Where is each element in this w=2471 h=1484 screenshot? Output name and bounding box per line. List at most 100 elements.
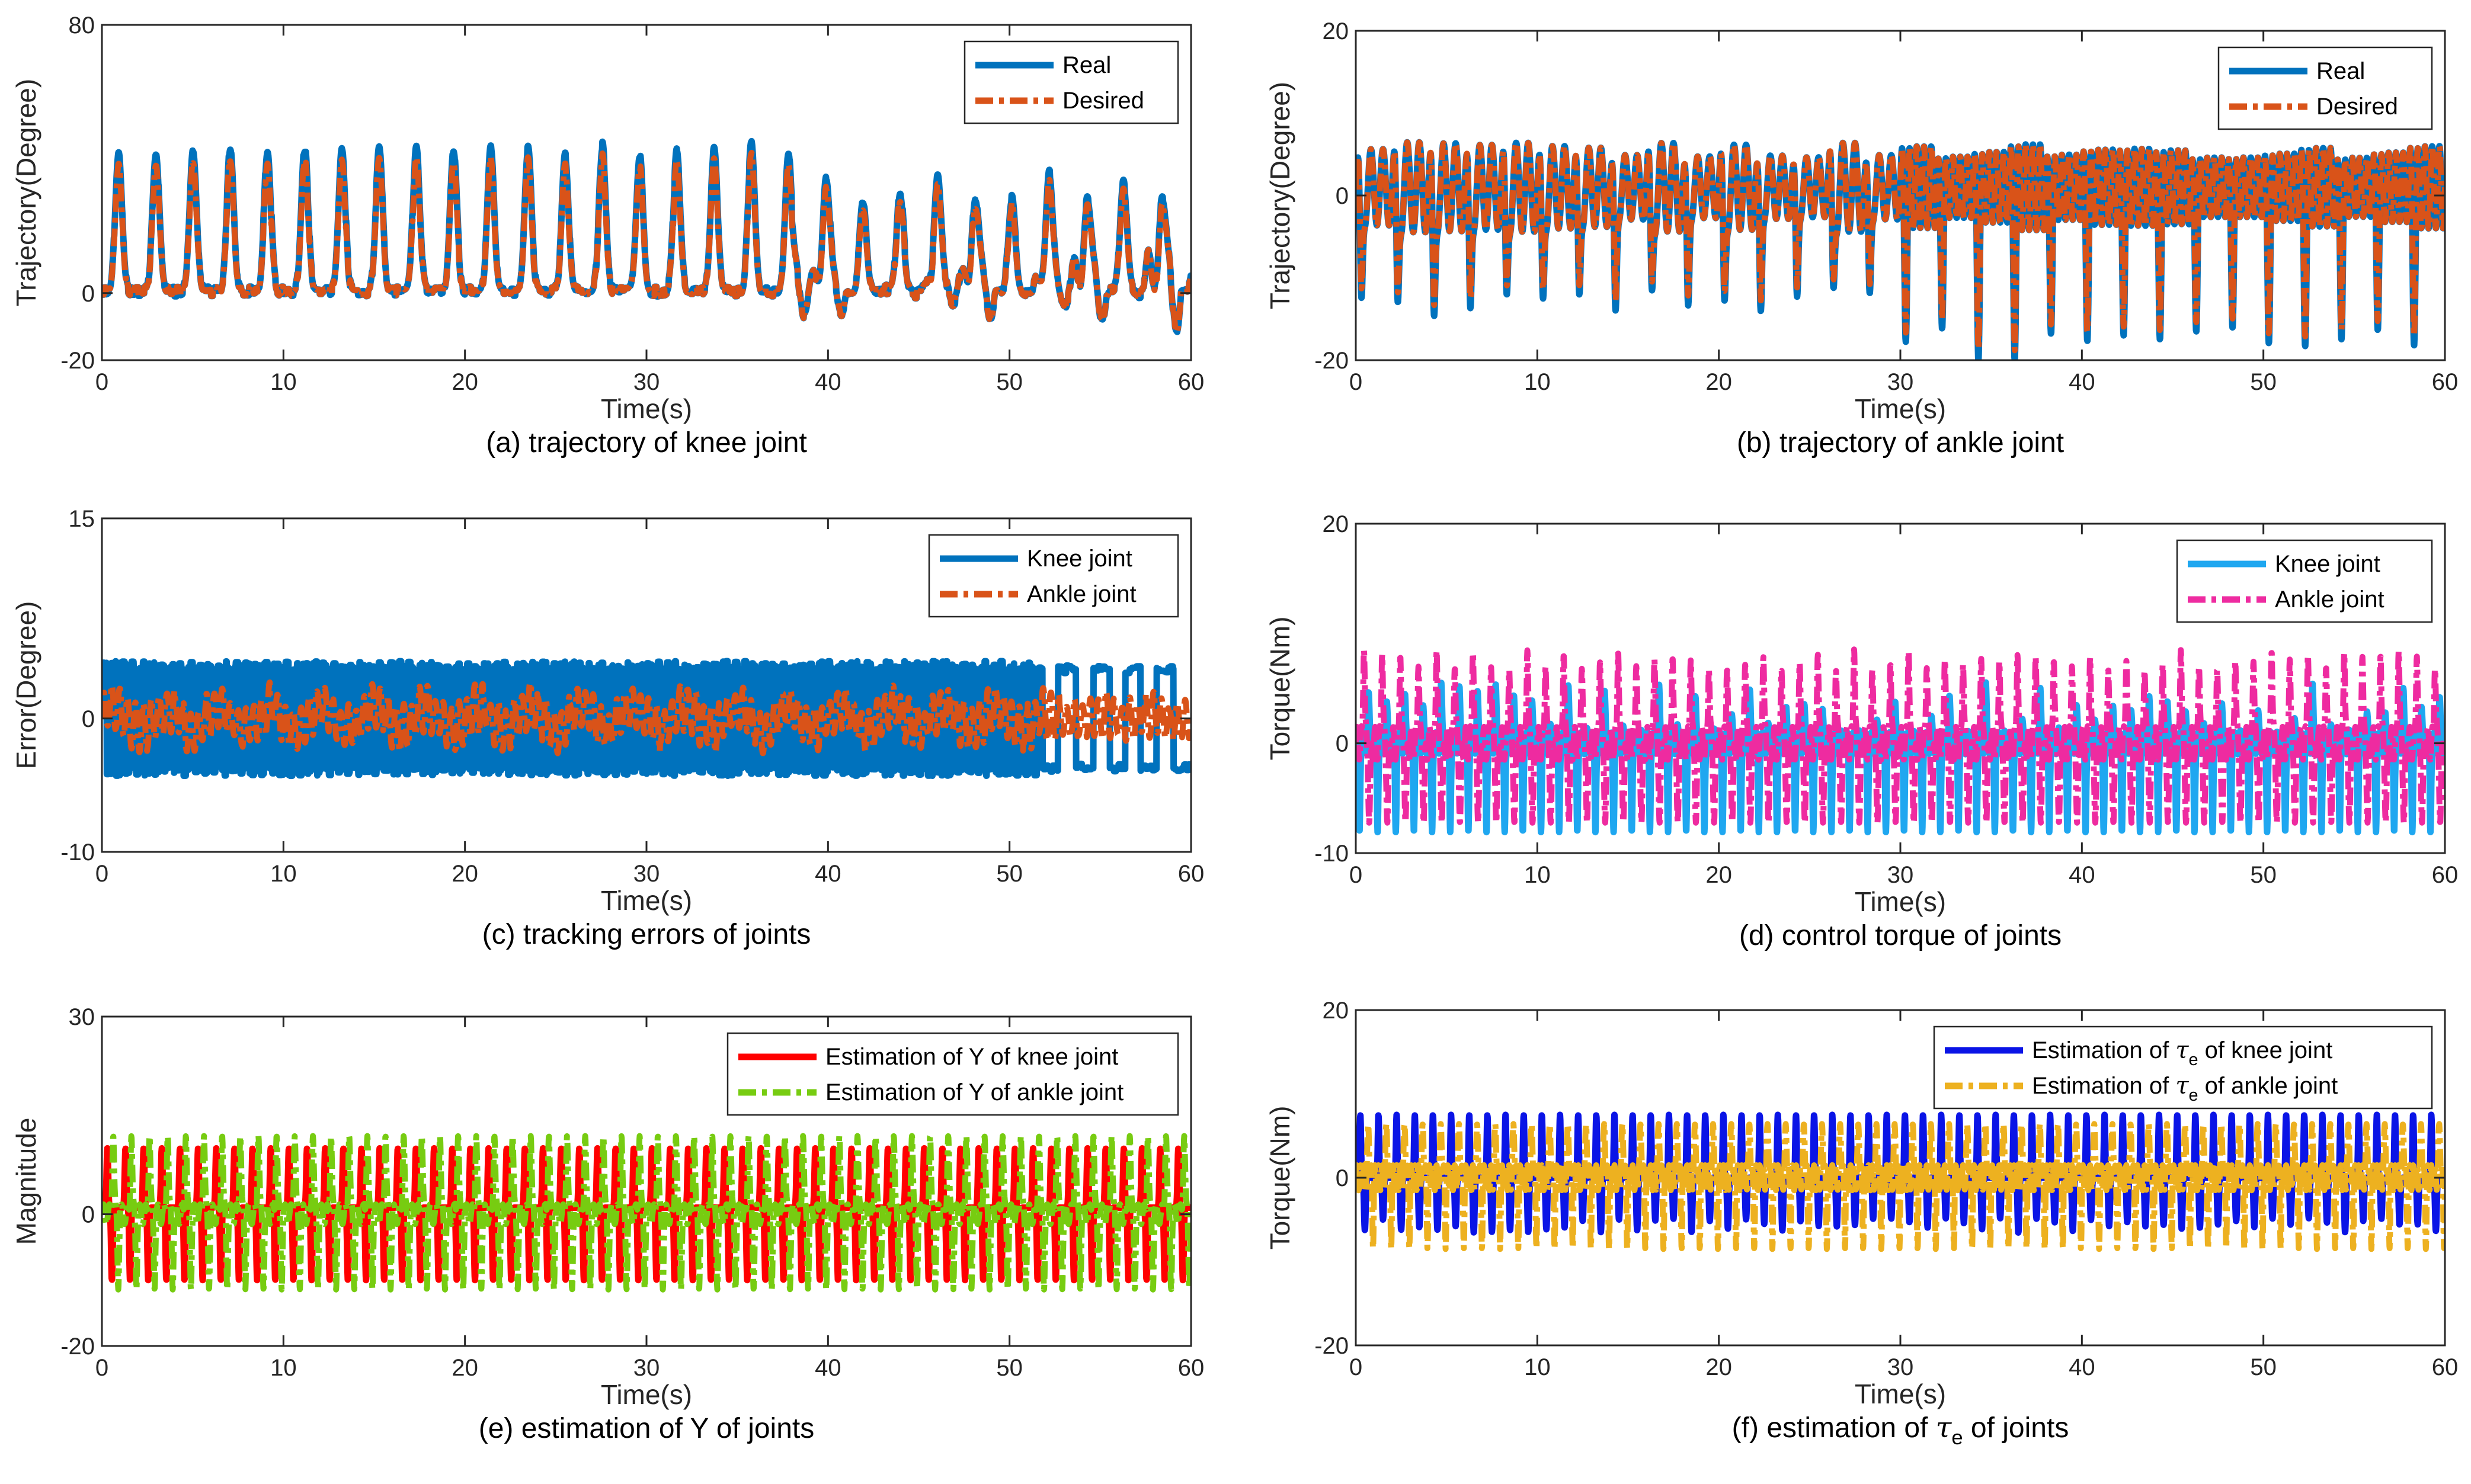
series-line-2 [1356, 646, 2445, 826]
x-tick-label: 10 [270, 861, 297, 887]
x-tick-label: 20 [452, 369, 478, 395]
legend-box [1933, 1025, 2433, 1110]
series-group [102, 658, 1191, 780]
x-tick-label: 40 [2069, 1354, 2095, 1380]
legend: Estimation of Y of knee joint Estimation … [726, 1032, 1179, 1116]
series-line-2 [1356, 139, 2445, 354]
panel-caption: (a) trajectory of knee joint [486, 427, 807, 459]
x-tick-label: 50 [996, 861, 1023, 887]
x-axis-label: Time(s) [601, 1379, 692, 1410]
y-tick-label: 0 [82, 1202, 95, 1228]
x-tick-label: 20 [1705, 862, 1732, 888]
y-tick-label: -20 [1314, 1333, 1349, 1359]
x-tick-label: 30 [633, 369, 660, 395]
panel-caption: (f) estimation of τe of joints [1732, 1411, 2069, 1449]
y-tick-label: -10 [1314, 841, 1349, 867]
legend-label-1: Estimation of Y of knee joint [825, 1044, 1118, 1070]
legend-box [964, 40, 1179, 124]
x-tick-label: 0 [1349, 862, 1362, 888]
panel-caption: (e) estimation of Y of joints [479, 1413, 815, 1444]
series-line-2 [102, 679, 1191, 757]
series-group [1356, 646, 2445, 836]
y-tick-label: 15 [69, 506, 95, 532]
x-tick-label: 50 [2250, 369, 2277, 395]
x-tick-label: 30 [1887, 862, 1914, 888]
legend: Real Desired [964, 40, 1179, 124]
legend-label-1: Knee joint [2275, 551, 2380, 577]
x-tick-label: 50 [2250, 1354, 2277, 1380]
x-tick-label: 10 [270, 1355, 297, 1381]
x-tick-label: 40 [815, 1355, 841, 1381]
x-tick-label: 40 [2069, 862, 2095, 888]
legend-label-2: Desired [1062, 88, 1144, 114]
series-group [1356, 1111, 2445, 1252]
x-tick-label: 0 [95, 1355, 108, 1381]
legend: Real Desired [2217, 46, 2433, 130]
x-tick-label: 10 [1524, 1354, 1551, 1380]
legend-box [2217, 46, 2433, 130]
x-tick-label: 30 [1887, 1354, 1914, 1380]
series-line-2 [102, 150, 1191, 335]
y-tick-label: 0 [1336, 183, 1349, 209]
y-axis-label: Torque(Nm) [1265, 617, 1295, 761]
legend-box [2176, 539, 2433, 623]
legend-box [726, 1032, 1179, 1116]
chart-a: 0 10 20 30 40 50 60-20080Time(s)Trajectory(Deg… [11, 12, 1204, 459]
x-tick-label: 0 [1349, 1354, 1362, 1380]
x-tick-label: 10 [1524, 862, 1551, 888]
y-tick-label: 30 [69, 1004, 95, 1030]
legend-label-2: Estimation of Y of ankle joint [825, 1079, 1124, 1105]
x-tick-label: 60 [1178, 1355, 1205, 1381]
legend-label-2: Desired [2316, 94, 2398, 120]
x-tick-label: 60 [1178, 861, 1205, 887]
panel-caption: (d) control torque of joints [1739, 920, 2062, 951]
y-axis-label: Magnitude [11, 1118, 41, 1245]
series-group [102, 137, 1191, 335]
panel-caption: (b) trajectory of ankle joint [1737, 427, 2064, 459]
chart-c: 0 10 20 30 40 50 60-10015Time(s)Error(Degree)(… [11, 506, 1204, 950]
x-tick-label: 0 [1349, 369, 1362, 395]
legend-label-2: Ankle joint [1027, 581, 1137, 607]
y-tick-label: 80 [69, 12, 95, 39]
legend-label-2: Ankle joint [2275, 586, 2384, 613]
x-tick-label: 0 [95, 369, 108, 395]
chart-b: 0 10 20 30 40 50 60-20020Time(s)Trajectory(Deg… [1265, 18, 2458, 459]
legend-label-2: Estimation of τe of ankle joint [2032, 1072, 2338, 1105]
x-tick-label: 60 [1178, 369, 1205, 395]
legend-label-1: Real [2316, 58, 2365, 84]
y-tick-label: 0 [1336, 1165, 1349, 1191]
series-line-2 [102, 1133, 1191, 1293]
chart-f: 0 10 20 30 40 50 60-20020Time(s)Torque(Nm)(f) … [1265, 998, 2458, 1449]
x-tick-label: 20 [1705, 369, 1732, 395]
y-axis-label: Trajectory(Degree) [11, 79, 41, 306]
x-tick-label: 50 [996, 1355, 1023, 1381]
y-tick-label: 20 [1323, 998, 1349, 1024]
y-axis-label: Torque(Nm) [1265, 1106, 1295, 1250]
x-axis-label: Time(s) [601, 393, 692, 424]
x-tick-label: 40 [2069, 369, 2095, 395]
y-tick-label: 0 [82, 706, 95, 732]
legend: Knee joint Ankle joint [2176, 539, 2433, 623]
x-tick-label: 10 [270, 369, 297, 395]
x-tick-label: 30 [633, 861, 660, 887]
x-axis-label: Time(s) [1855, 393, 1946, 424]
x-tick-label: 10 [1524, 369, 1551, 395]
x-tick-label: 60 [2432, 1354, 2459, 1380]
legend-label-1: Real [1062, 52, 1111, 78]
x-tick-label: 50 [996, 369, 1023, 395]
x-tick-label: 40 [815, 861, 841, 887]
x-tick-label: 30 [633, 1355, 660, 1381]
x-axis-label: Time(s) [1855, 886, 1946, 917]
x-tick-label: 20 [452, 1355, 478, 1381]
y-axis-label: Trajectory(Degree) [1265, 82, 1295, 309]
series-line-2 [1356, 1121, 2445, 1252]
x-axis-label: Time(s) [1855, 1379, 1946, 1409]
y-tick-label: 0 [1336, 731, 1349, 757]
y-tick-label: -20 [60, 1334, 95, 1360]
x-tick-label: 60 [2432, 862, 2459, 888]
legend-label-1: Knee joint [1027, 546, 1132, 572]
y-axis-label: Error(Degree) [11, 601, 41, 770]
y-tick-label: -20 [1314, 348, 1349, 374]
